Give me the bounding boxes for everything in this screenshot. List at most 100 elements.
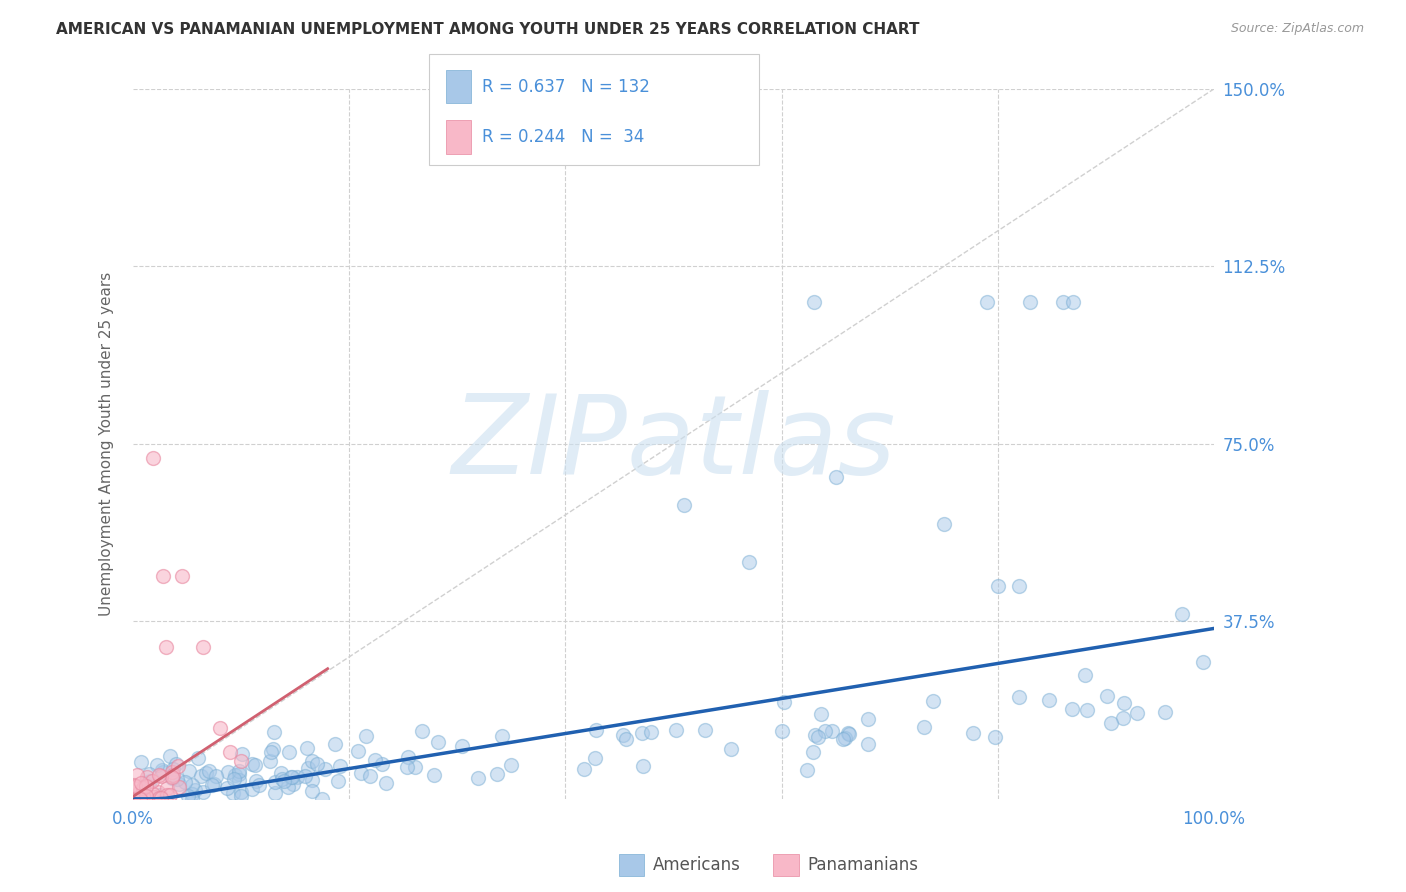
Point — [148, 768, 170, 782]
Point — [142, 787, 165, 801]
Point — [665, 723, 688, 738]
Point — [359, 769, 381, 783]
Point — [1008, 690, 1031, 705]
Point — [583, 751, 606, 765]
Point — [160, 770, 183, 784]
Point — [193, 640, 215, 655]
Point — [396, 750, 419, 764]
Point — [262, 741, 284, 756]
Point — [129, 792, 152, 806]
Point — [814, 724, 837, 739]
Point — [156, 781, 179, 796]
Point — [201, 779, 224, 793]
Point — [231, 754, 253, 768]
Point — [772, 695, 794, 709]
Point — [229, 785, 252, 799]
Point — [148, 792, 170, 806]
Point — [180, 787, 202, 801]
Point — [803, 294, 825, 309]
Point — [148, 790, 170, 805]
Point — [170, 569, 193, 583]
Point — [695, 723, 717, 738]
Point — [263, 775, 285, 789]
Point — [984, 730, 1007, 744]
Point — [184, 782, 207, 797]
Point — [141, 774, 163, 789]
Point — [131, 755, 153, 769]
Point — [162, 762, 184, 776]
Point — [801, 745, 824, 759]
Point — [152, 765, 174, 780]
Point — [1126, 706, 1149, 721]
Point — [491, 729, 513, 743]
Point — [181, 778, 204, 792]
Point — [856, 712, 879, 726]
Point — [821, 724, 844, 739]
Point — [283, 777, 305, 791]
Point — [311, 792, 333, 806]
Point — [122, 792, 145, 806]
Point — [129, 784, 152, 798]
Point — [146, 758, 169, 772]
Point — [612, 728, 634, 742]
Point — [640, 725, 662, 739]
Point — [350, 766, 373, 780]
Point — [277, 780, 299, 795]
Point — [1154, 705, 1177, 719]
Point — [162, 768, 184, 782]
Point — [139, 773, 162, 788]
Point — [1099, 716, 1122, 731]
Point — [134, 792, 156, 806]
Point — [976, 294, 998, 309]
Point — [1192, 655, 1215, 669]
Point — [770, 723, 793, 738]
Point — [294, 770, 316, 784]
Point — [838, 727, 860, 741]
Point — [160, 765, 183, 780]
Point — [824, 470, 846, 484]
Point — [585, 723, 607, 738]
Point — [159, 788, 181, 802]
Point — [259, 754, 281, 768]
Point — [177, 789, 200, 804]
Point — [122, 778, 145, 792]
Point — [738, 555, 761, 569]
Point — [132, 789, 155, 804]
Point — [395, 760, 418, 774]
Point — [135, 779, 157, 793]
Point — [122, 792, 145, 806]
Point — [270, 766, 292, 780]
Point — [912, 720, 935, 734]
Point — [135, 780, 157, 795]
Text: Americans: Americans — [652, 856, 741, 874]
Point — [422, 768, 444, 782]
Point — [325, 737, 347, 751]
Point — [166, 772, 188, 787]
Point — [280, 770, 302, 784]
Point — [240, 756, 263, 771]
Point — [240, 781, 263, 796]
Point — [834, 731, 856, 745]
Point — [962, 725, 984, 739]
Point — [1076, 703, 1098, 717]
Point — [166, 756, 188, 771]
Point — [631, 759, 654, 773]
Point — [329, 759, 352, 773]
Point — [326, 774, 349, 789]
Point — [271, 772, 294, 786]
Point — [371, 756, 394, 771]
Point — [264, 786, 287, 800]
Point — [219, 744, 242, 758]
Point — [217, 765, 239, 780]
Point — [485, 767, 508, 781]
Point — [314, 762, 336, 776]
Point — [245, 758, 267, 772]
Point — [404, 759, 426, 773]
Point — [160, 771, 183, 785]
Text: Source: ZipAtlas.com: Source: ZipAtlas.com — [1230, 22, 1364, 36]
Point — [231, 747, 253, 761]
Point — [128, 792, 150, 806]
Text: R = 0.637   N = 132: R = 0.637 N = 132 — [482, 78, 650, 95]
Point — [155, 789, 177, 803]
Point — [1073, 668, 1095, 682]
